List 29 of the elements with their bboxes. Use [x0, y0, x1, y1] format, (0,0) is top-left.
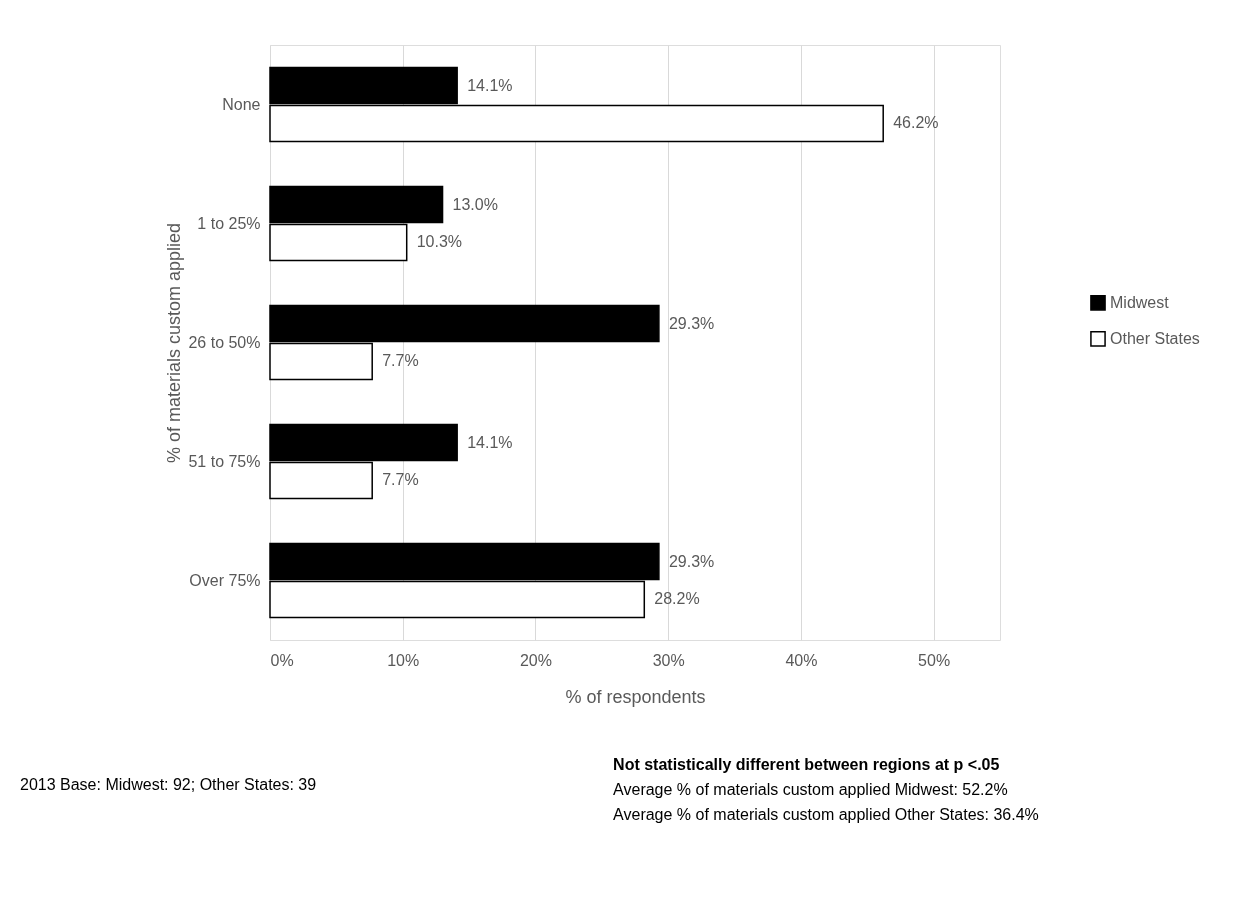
y-tick-label: Over 75% [189, 571, 261, 589]
y-tick-label: 1 to 25% [197, 214, 261, 232]
x-tick-label: 20% [519, 651, 552, 669]
y-axis-title: % of materials custom applied [164, 222, 185, 464]
data-label: 29.3% [668, 552, 715, 570]
data-label: 14.1% [467, 433, 513, 451]
legend-label: Other States [1110, 329, 1200, 347]
x-tick-label: 30% [652, 651, 685, 669]
data-label: 7.7% [382, 352, 419, 370]
y-tick-label: 26 to 50% [188, 333, 261, 351]
legend-label: Midwest [1110, 293, 1170, 311]
data-label: 29.3% [668, 314, 715, 332]
data-label: 10.3% [416, 233, 463, 251]
data-label: 28.2% [654, 590, 700, 608]
x-tick-label: 0% [270, 651, 294, 669]
data-label: 46.2% [893, 114, 939, 132]
x-tick-label: 10% [387, 651, 420, 669]
data-label: 13.0% [452, 195, 498, 213]
x-tick-label: 40% [785, 651, 818, 669]
text: Not statistically different between regions at p <.05 [613, 756, 1000, 773]
data-label: 7.7% [382, 471, 419, 489]
data-label: 14.1% [467, 76, 513, 94]
x-tick-label: 50% [918, 651, 951, 669]
y-tick-label: None [222, 95, 261, 113]
text: Average % of materials custom applied Other States: 36.4% [613, 806, 1039, 823]
x-axis-title: % of respondents [565, 686, 706, 707]
y-tick-label: 51 to 75% [188, 452, 261, 470]
text: 2013 Base: Midwest: 92; Other States: 39 [20, 776, 317, 793]
text: Average % of materials custom applied Midwest: 52.2% [613, 781, 1008, 798]
